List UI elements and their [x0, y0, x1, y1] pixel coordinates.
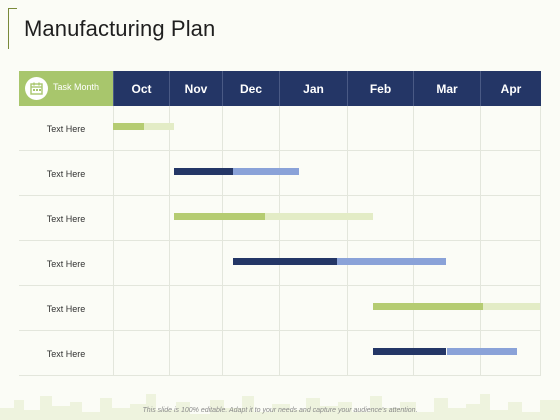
grid-line [113, 106, 114, 376]
task-row: Text Here [19, 331, 541, 376]
task-bar-remaining [336, 258, 447, 265]
header-row: Task Month Oct Nov Dec Jan Feb Mar Apr [19, 71, 541, 106]
calendar-icon [25, 77, 48, 100]
skyline-decoration [0, 394, 560, 420]
task-label: Text Here [46, 348, 86, 359]
footer-note: This slide is 100% editable. Adapt it to… [142, 407, 418, 414]
corner-accent [8, 8, 17, 49]
task-month-label: Task Month [53, 82, 100, 92]
task-bar-remaining [446, 348, 517, 355]
task-bar-progress [233, 258, 337, 265]
task-label: Text Here [46, 303, 86, 314]
task-row: Text Here [19, 106, 541, 151]
task-row: Text Here [19, 241, 541, 286]
grid-line [480, 106, 481, 376]
month-header-feb: Feb [347, 71, 413, 106]
grid-line [347, 106, 348, 376]
month-header-apr: Apr [480, 71, 541, 106]
month-header-oct: Oct [113, 71, 169, 106]
task-bar-progress [113, 123, 144, 130]
task-row: Text Here [19, 286, 541, 331]
task-bar-remaining [143, 123, 175, 130]
task-row: Text Here [19, 151, 541, 196]
grid-line [413, 106, 414, 376]
task-bar-remaining [264, 213, 374, 220]
gantt-chart: Task Month Oct Nov Dec Jan Feb Mar Apr Text He… [19, 71, 541, 376]
task-row: Text Here [19, 196, 541, 241]
task-label: Text Here [46, 168, 86, 179]
grid-line [279, 106, 280, 376]
task-bar-progress [174, 213, 265, 220]
grid-line [540, 106, 541, 376]
task-label: Text Here [46, 213, 86, 224]
task-bar-progress [373, 348, 447, 355]
month-header-mar: Mar [413, 71, 480, 106]
task-bar-remaining [483, 303, 540, 310]
task-month-header: Task Month [19, 71, 113, 106]
task-bar-progress [174, 168, 234, 175]
task-label: Text Here [46, 258, 86, 269]
grid-line [222, 106, 223, 376]
task-bar-remaining [233, 168, 300, 175]
page-title: Manufacturing Plan [24, 16, 216, 41]
task-bar-progress [373, 303, 484, 310]
grid-line [169, 106, 170, 376]
month-header-nov: Nov [169, 71, 222, 106]
month-header-jan: Jan [279, 71, 347, 106]
task-label: Text Here [46, 123, 86, 134]
month-header-dec: Dec [222, 71, 279, 106]
